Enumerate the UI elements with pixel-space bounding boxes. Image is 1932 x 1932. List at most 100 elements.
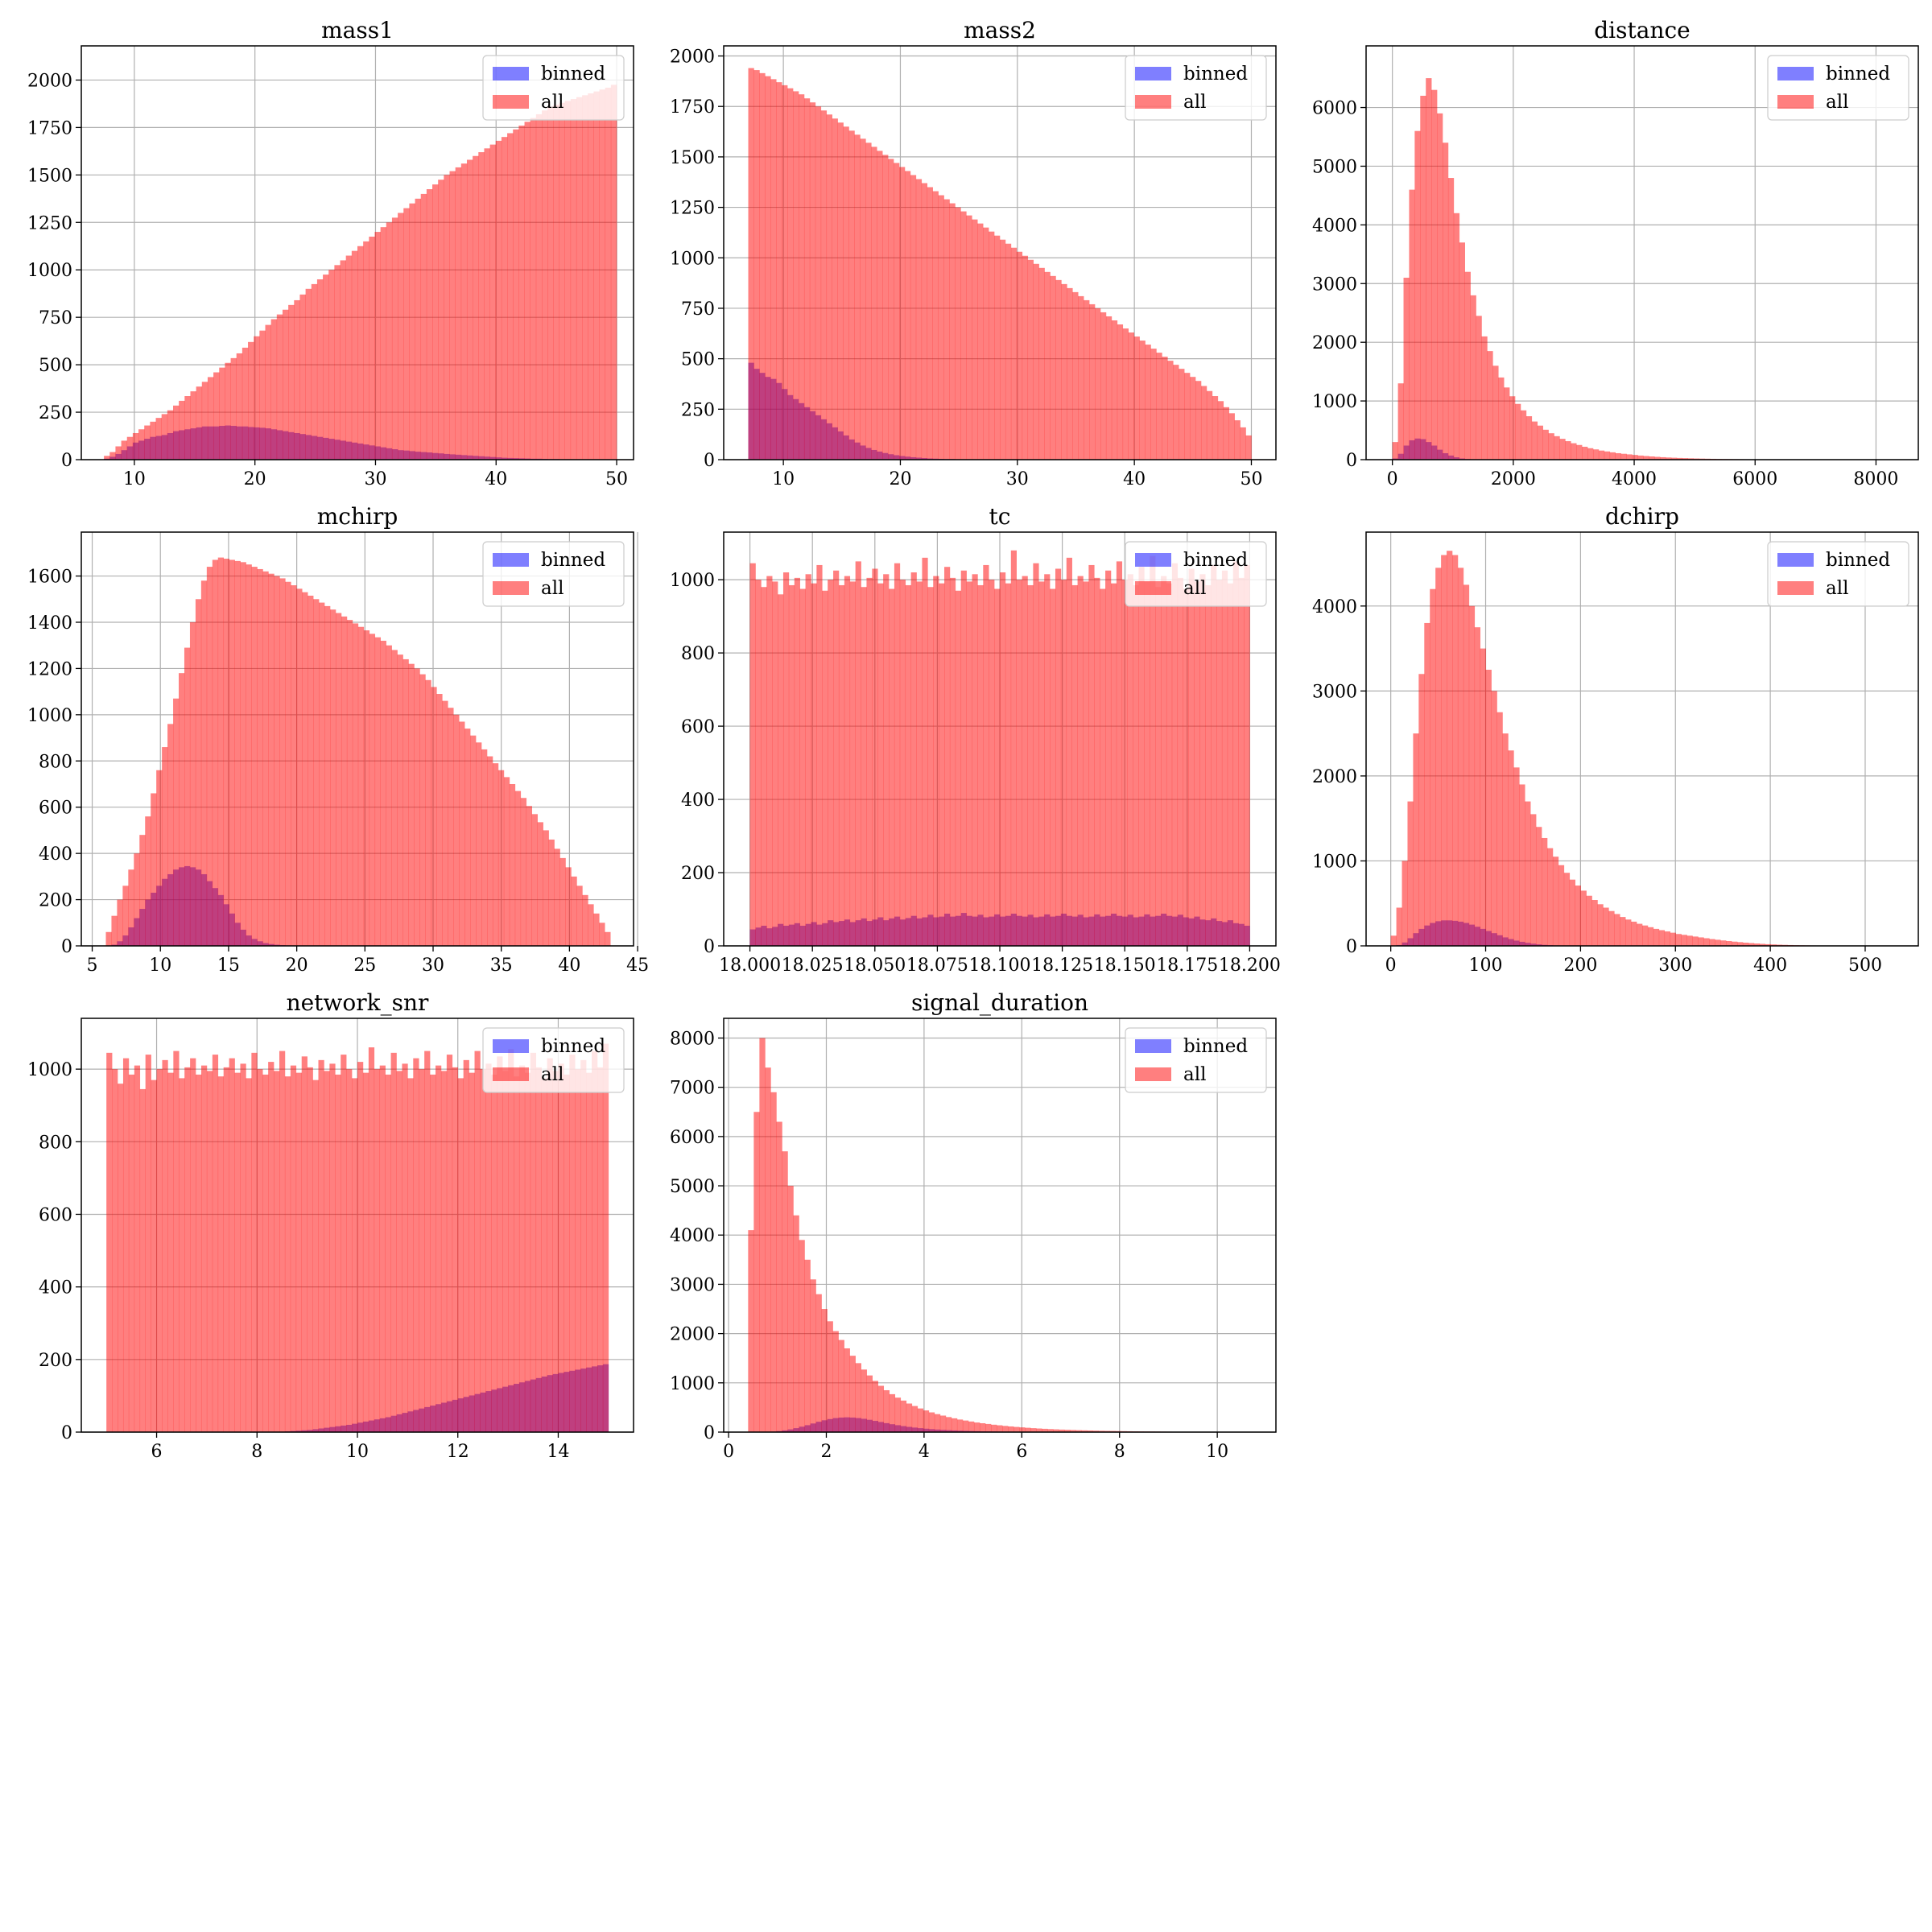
bar-all: [190, 391, 196, 460]
bar-all: [782, 1151, 788, 1432]
x-tick-label: 20: [286, 956, 308, 976]
bar-all: [346, 1069, 353, 1432]
y-tick-label: 1400: [27, 613, 72, 634]
bar-all: [1409, 189, 1415, 460]
bar-all: [508, 1049, 514, 1432]
x-tick-label: 18.025: [782, 956, 844, 976]
y-tick-label: 400: [39, 844, 72, 865]
legend-label-binned: binned: [541, 1036, 605, 1057]
bar-all: [899, 580, 906, 946]
bar-all: [335, 613, 342, 946]
bar-all: [1008, 1426, 1014, 1432]
bar-all: [838, 1340, 844, 1432]
bar-all: [1637, 455, 1644, 460]
bar-all: [274, 1071, 280, 1432]
bar-all: [459, 721, 465, 946]
bar-all: [1670, 932, 1676, 946]
bar-all: [1591, 900, 1598, 946]
x-tick-label: 40: [558, 956, 580, 976]
legend-swatch-binned: [493, 67, 529, 80]
bar-all: [1171, 563, 1179, 946]
y-tick-label: 0: [1346, 451, 1357, 471]
bar-all: [559, 857, 566, 946]
x-tick-label: 6000: [1732, 469, 1777, 489]
legend-swatch-all: [1777, 581, 1814, 595]
bar-all: [302, 592, 308, 946]
bar-all: [1586, 895, 1592, 946]
bar-all: [535, 1067, 542, 1432]
bar-all: [206, 1071, 213, 1432]
bar-all: [877, 151, 883, 460]
legend-swatch-all: [1777, 95, 1814, 109]
bar-all: [290, 1065, 297, 1432]
bar-all: [1223, 407, 1230, 460]
legend-swatch-binned: [1135, 553, 1171, 567]
bar-all: [491, 1074, 497, 1432]
x-tick-label: 18.125: [1031, 956, 1093, 976]
bar-all: [1150, 555, 1156, 946]
bar-all: [357, 626, 365, 946]
bar-all: [1682, 458, 1689, 460]
bar-all: [554, 848, 560, 946]
bar-all: [882, 155, 889, 460]
y-tick-label: 7000: [670, 1079, 715, 1099]
bar-all: [911, 1406, 919, 1432]
x-tick-label: 30: [364, 469, 386, 489]
y-tick-label: 600: [39, 799, 72, 819]
y-tick-label: 800: [39, 752, 72, 772]
bar-all: [1476, 316, 1482, 460]
bar-all: [541, 110, 548, 460]
bar-all: [543, 830, 549, 946]
bar-all: [593, 913, 600, 946]
bar-all: [476, 742, 482, 946]
bar-all: [1397, 383, 1404, 460]
bar-all: [1753, 943, 1761, 946]
x-tick-label: 18.100: [969, 956, 1031, 976]
bar-all: [1732, 941, 1738, 946]
bar-all: [888, 159, 894, 460]
bar-all: [1390, 935, 1397, 946]
bar-all: [933, 576, 939, 946]
bar-all: [1604, 451, 1611, 460]
bar-all: [161, 414, 168, 460]
x-tick-label: 5: [87, 956, 98, 976]
bar-all: [524, 1072, 531, 1432]
bar-all: [820, 110, 828, 460]
bar-all: [1138, 567, 1145, 946]
bar-all: [448, 708, 454, 946]
bar-all: [1027, 259, 1034, 460]
bar-all: [1042, 1428, 1048, 1432]
bar-all: [1077, 576, 1084, 946]
y-tick-label: 1600: [27, 568, 72, 588]
bar-all: [972, 574, 978, 946]
series-all: [1390, 551, 1894, 946]
x-tick-label: 50: [1240, 469, 1262, 489]
bar-all: [156, 1069, 163, 1432]
y-tick-label: 3000: [670, 1275, 715, 1295]
bar-all: [1464, 271, 1471, 460]
bar-all: [932, 191, 939, 460]
bar-all: [1059, 1429, 1065, 1432]
bar-all: [1666, 457, 1672, 460]
legend-swatch-all: [1135, 95, 1171, 109]
bar-all: [1480, 648, 1486, 946]
bar-all: [799, 588, 806, 946]
legend-label-all: all: [1183, 92, 1206, 113]
bar-all: [206, 567, 213, 946]
bar-all: [1737, 942, 1744, 946]
bar-all: [334, 265, 341, 460]
bar-all: [446, 1055, 453, 1432]
bar-all: [1537, 425, 1543, 460]
bar-all: [759, 1038, 766, 1432]
bar-all: [1217, 401, 1224, 460]
bar-all: [776, 82, 782, 460]
bar-all: [236, 353, 243, 460]
y-tick-label: 4000: [1312, 216, 1357, 236]
bar-all: [1470, 295, 1476, 460]
bar-all: [436, 694, 443, 946]
bar-all: [134, 853, 140, 946]
bar-all: [415, 198, 422, 460]
bar-all: [1709, 939, 1715, 946]
legend-label-binned: binned: [1183, 1036, 1248, 1057]
bar-all: [368, 1047, 375, 1432]
